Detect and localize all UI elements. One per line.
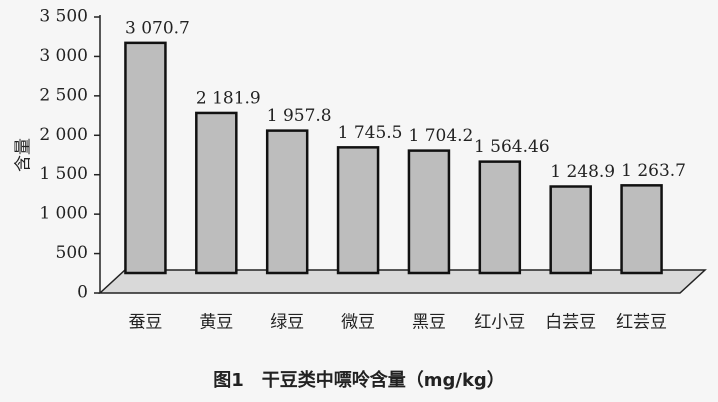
x-tick-label: 红小豆	[474, 313, 525, 333]
bar	[407, 149, 451, 275]
bar	[265, 129, 309, 275]
y-tick-label: 3 500	[39, 7, 88, 27]
x-tick-label: 微豆	[341, 313, 375, 333]
value-label: 2 181.9	[196, 88, 261, 108]
y-tick-label: 3 000	[39, 46, 88, 66]
bar	[620, 184, 663, 275]
value-label: 1 248.9	[550, 162, 615, 182]
y-tick-label: 1 500	[39, 164, 88, 184]
floor	[98, 269, 707, 294]
value-label: 1 564.46	[474, 137, 550, 157]
value-label: 1 263.7	[621, 161, 686, 181]
y-tick-label: 1 000	[39, 204, 88, 224]
x-tick-label: 白芸豆	[545, 313, 596, 333]
y-tick-label: 500	[56, 243, 88, 263]
x-tick-label: 蚕豆	[128, 313, 162, 333]
chart-title: 图1 干豆类中嘌呤含量（mg/kg）	[213, 369, 505, 391]
value-label: 1 745.5	[338, 123, 403, 143]
value-label: 1 957.8	[267, 106, 332, 126]
value-label: 1 704.2	[408, 126, 473, 146]
y-tick-label: 2 000	[39, 125, 88, 145]
bar	[478, 160, 522, 275]
y-tick-label: 2 500	[39, 85, 88, 105]
x-tick-label: 黑豆	[412, 313, 446, 333]
x-tick-label: 黄豆	[199, 313, 233, 333]
y-tick-label: 0	[77, 283, 88, 303]
x-tick-label: 绿豆	[270, 313, 304, 333]
bar	[195, 111, 238, 275]
x-tick-label: 红芸豆	[616, 313, 667, 333]
y-axis-label: 含量	[14, 138, 34, 172]
bar	[549, 185, 592, 275]
bar	[336, 146, 380, 275]
value-label: 3 070.7	[125, 18, 190, 38]
bar	[124, 41, 167, 275]
